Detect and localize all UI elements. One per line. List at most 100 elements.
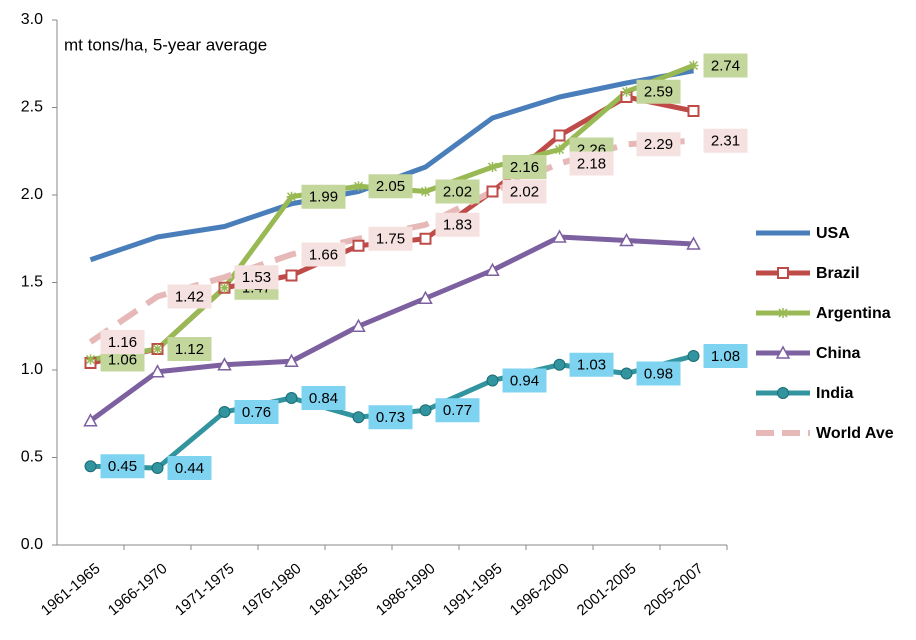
data-label-box — [636, 361, 681, 386]
point — [218, 406, 231, 418]
data-label: 1.16 — [108, 334, 137, 351]
data-label-box — [636, 132, 681, 157]
data-label-box — [502, 179, 547, 204]
legend-label: World Ave — [816, 425, 894, 442]
y-tick-label: 2.0 — [21, 186, 43, 203]
point — [353, 181, 364, 192]
data-label-box — [234, 400, 279, 424]
point — [621, 86, 632, 97]
point — [150, 364, 165, 378]
point — [286, 191, 297, 202]
data-label-box — [167, 456, 212, 480]
point — [687, 350, 700, 362]
data-label-box — [703, 53, 748, 78]
legend-label: USA — [816, 225, 850, 242]
point — [486, 185, 499, 198]
point — [219, 282, 230, 293]
point — [85, 354, 96, 365]
data-label-box — [167, 337, 212, 361]
data-label: 2.74 — [711, 57, 740, 74]
y-tick-label: 1.5 — [21, 274, 43, 291]
point — [553, 129, 566, 142]
data-label: 1.03 — [577, 357, 606, 374]
data-label: 1.99 — [309, 189, 338, 206]
legend-marker — [775, 345, 791, 359]
data-label: 0.94 — [510, 372, 539, 389]
annotation: mt tons/ha, 5-year average — [64, 35, 267, 54]
data-label-box — [435, 398, 480, 423]
data-label: 1.08 — [711, 348, 740, 365]
point — [83, 413, 98, 427]
data-label: 1.42 — [175, 288, 204, 305]
point — [686, 236, 701, 250]
data-label-box — [502, 155, 547, 179]
point — [487, 162, 498, 172]
x-tick-label: 1996-2000 — [507, 560, 573, 619]
x-tick-label: 1976-1980 — [239, 560, 305, 619]
data-label: 2.31 — [711, 133, 740, 150]
legend-label: China — [816, 345, 861, 362]
x-tick-label: 1986-1990 — [373, 560, 439, 619]
point — [217, 357, 232, 371]
point — [419, 232, 432, 245]
data-label-box — [167, 284, 212, 309]
series-line — [89, 234, 694, 423]
series-line — [90, 63, 695, 362]
y-tick-label: 0.0 — [21, 536, 43, 553]
x-tick-label: 1971-1975 — [172, 560, 238, 619]
x-tick-label: 1981-1985 — [306, 560, 372, 619]
data-label-box — [301, 242, 346, 267]
data-label: 0.77 — [443, 402, 472, 419]
data-label: 2.59 — [644, 84, 673, 101]
data-label-box — [100, 454, 145, 479]
legend-marker — [777, 387, 789, 399]
data-label-box — [502, 368, 547, 393]
data-label-box — [636, 79, 681, 104]
data-label-box — [368, 226, 413, 251]
x-tick-label: 1961-1965 — [38, 560, 104, 619]
point — [151, 462, 164, 474]
data-label: 2.02 — [510, 183, 539, 200]
legend-label: India — [816, 385, 853, 402]
data-label: 1.75 — [376, 231, 405, 248]
point — [619, 232, 634, 247]
point — [285, 392, 298, 404]
data-label: 0.45 — [108, 458, 137, 475]
point — [553, 358, 566, 371]
data-label: 1.66 — [309, 246, 338, 263]
data-label: 1.53 — [242, 269, 271, 286]
point — [284, 353, 299, 367]
data-label: 1.06 — [108, 351, 137, 368]
point — [688, 60, 699, 71]
data-label-box — [703, 344, 748, 368]
y-tick-label: 3.0 — [21, 11, 43, 28]
data-label-box — [703, 128, 748, 153]
data-label: 1.83 — [443, 217, 472, 234]
point — [418, 290, 433, 304]
data-label: 2.18 — [577, 155, 606, 172]
x-tick-label: 1991-1995 — [440, 560, 506, 619]
data-label: 1.12 — [175, 341, 204, 358]
legend-marker — [777, 267, 789, 279]
data-label-box — [368, 405, 413, 430]
point — [352, 239, 365, 252]
data-label-box — [435, 179, 480, 204]
x-tick-label: 2005-2007 — [641, 560, 707, 619]
data-label-box — [368, 174, 413, 199]
data-label: 2.05 — [376, 178, 405, 195]
legend-label: Argentina — [816, 305, 891, 322]
y-tick-label: 2.5 — [21, 99, 43, 116]
x-tick-label: 1966-1970 — [105, 560, 171, 619]
x-tick-label: 2001-2005 — [574, 560, 640, 619]
point — [620, 367, 633, 380]
data-label-box — [569, 151, 614, 176]
data-label-box — [100, 330, 145, 354]
point — [285, 269, 298, 282]
y-tick-label: 1.0 — [21, 361, 43, 378]
data-label-box — [301, 386, 346, 410]
y-tick-label: 0.5 — [21, 449, 43, 466]
data-label: 0.44 — [175, 460, 204, 477]
point — [152, 344, 163, 354]
point — [554, 144, 565, 155]
